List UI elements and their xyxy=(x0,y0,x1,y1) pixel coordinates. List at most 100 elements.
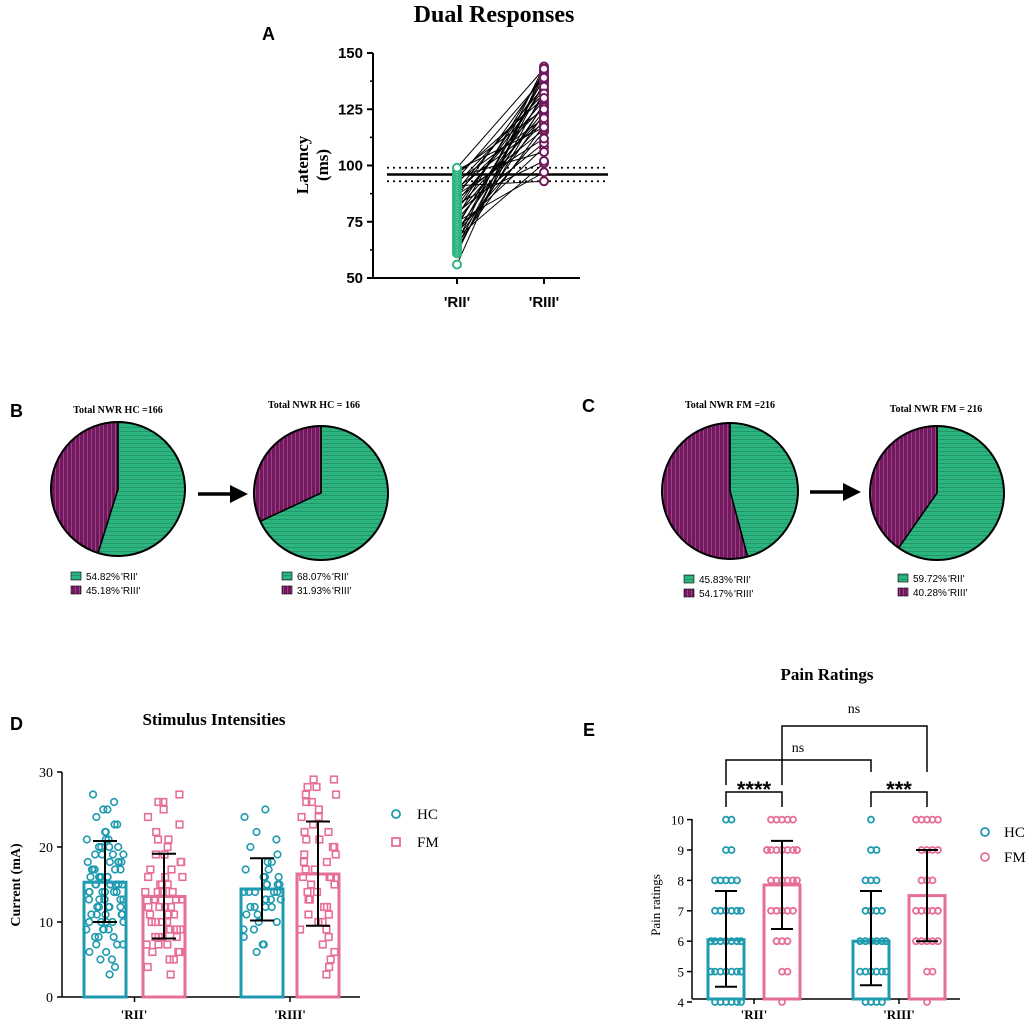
e-ytick-label: 10 xyxy=(671,813,684,828)
pie-b1-outline xyxy=(50,421,186,557)
e-ytick-label: 8 xyxy=(678,873,685,888)
a-point-riii xyxy=(539,147,549,157)
e-point-fm xyxy=(778,998,786,1006)
d-point-fm xyxy=(158,887,167,897)
e-point-hc xyxy=(711,906,719,915)
pie-b1-legend-riii-label: 'RIII' xyxy=(121,586,140,597)
pie-b1-legend: 54.82% 'RII' 45.18% 'RIII' xyxy=(70,571,140,597)
d-point-hc xyxy=(259,872,268,882)
d-point-fm xyxy=(167,865,176,874)
e-ytick-label: 4 xyxy=(678,995,685,1010)
e-point-hc xyxy=(861,906,870,915)
d-point-fm xyxy=(178,895,187,904)
d-point-fm xyxy=(142,940,151,949)
panel-a-paired-lines xyxy=(456,66,545,265)
d-point-hc xyxy=(96,955,105,964)
d-point-fm xyxy=(164,835,173,844)
panel-a: A Dual Responses Latency (ms) 50 75 100 125… xyxy=(262,2,608,311)
a-point-rii xyxy=(452,162,462,173)
panel-e-legend: HC FM xyxy=(980,825,1026,866)
d-point-fm xyxy=(151,895,160,904)
d-point-fm xyxy=(145,910,155,919)
panel-e-axes: 4 5 6 7 8 9 10 xyxy=(671,813,960,1010)
d-point-hc xyxy=(117,857,126,867)
d-point-fm xyxy=(168,887,177,897)
d-point-fm xyxy=(175,820,184,829)
d-point-hc xyxy=(105,842,114,852)
sig-bracket-hc xyxy=(725,759,872,785)
d-point-fm xyxy=(306,880,316,889)
legend-hc-marker xyxy=(391,809,401,819)
e-point-hc xyxy=(856,967,864,976)
a-point-riii xyxy=(539,63,549,74)
d-point-hc xyxy=(258,940,267,949)
d-point-hc xyxy=(101,827,110,837)
d-point-fm xyxy=(155,902,164,912)
d-point-hc xyxy=(240,812,249,822)
e-point-hc xyxy=(861,876,870,885)
e-point-hc xyxy=(707,937,715,946)
a-point-riii xyxy=(539,113,549,124)
a-ytick-label: 150 xyxy=(338,45,363,62)
d-point-fm xyxy=(141,887,150,897)
d-point-fm xyxy=(303,782,312,792)
pie-c2-title: Total NWR FM = 216 xyxy=(890,404,983,415)
d-point-fm xyxy=(315,835,324,844)
panel-a-label: A xyxy=(262,24,275,44)
e-point-hc xyxy=(878,937,886,946)
d-point-hc xyxy=(94,842,104,852)
a-ytick-label: 100 xyxy=(338,158,363,175)
d-point-fm xyxy=(307,797,316,807)
legend-swatch-rii xyxy=(70,571,82,581)
a-point-riii xyxy=(539,104,549,115)
d-point-fm xyxy=(304,910,313,919)
d-point-hc xyxy=(118,910,127,919)
d-point-hc xyxy=(119,917,128,927)
d-point-hc xyxy=(250,902,259,912)
d-point-hc xyxy=(272,917,281,927)
d-point-fm xyxy=(301,790,310,799)
e-point-hc xyxy=(733,967,741,976)
e-point-fm xyxy=(767,846,775,854)
d-point-fm xyxy=(324,962,334,972)
e-ytick-label: 6 xyxy=(678,934,685,949)
panel-d-ylabel: Current (mA) xyxy=(9,843,24,927)
d-ytick-label: 30 xyxy=(39,766,53,781)
e-point-fm xyxy=(789,815,797,824)
pie-b2-legend-riii-pct: 31.93% xyxy=(297,586,331,597)
e-point-hc xyxy=(733,876,741,885)
pie-c1-legend-rii-pct: 45.83% xyxy=(699,575,733,586)
e-point-hc xyxy=(733,937,741,946)
legend-fm-marker xyxy=(980,852,990,862)
d-point-hc xyxy=(266,895,275,904)
panel-e-legend-fm: FM xyxy=(1004,850,1026,866)
panel-d-label: D xyxy=(10,714,23,734)
arrow-b xyxy=(198,485,248,503)
d-point-fm xyxy=(153,835,163,844)
legend-swatch-rii xyxy=(281,571,293,581)
d-point-hc xyxy=(95,895,104,904)
panel-a-xtick-riii: 'RIII' xyxy=(529,294,559,311)
d-point-fm xyxy=(320,902,329,912)
panel-d-points xyxy=(82,775,341,979)
d-point-fm xyxy=(153,887,162,897)
panel-d-axes: 0 10 20 30 xyxy=(39,766,360,1006)
panel-d-xtick-riii: 'RIII' xyxy=(274,1007,306,1022)
d-point-hc xyxy=(114,842,123,852)
pie-c2-legend-riii-label: 'RIII' xyxy=(948,588,967,599)
d-point-fm xyxy=(159,797,168,807)
e-point-fm xyxy=(767,815,775,824)
d-point-fm xyxy=(324,827,333,837)
e-point-fm xyxy=(789,906,797,915)
e-point-hc xyxy=(861,998,870,1006)
d-point-fm xyxy=(157,880,167,889)
a-pair-line xyxy=(456,117,545,182)
d-point-hc xyxy=(261,805,270,814)
d-point-hc xyxy=(111,880,120,889)
d-point-hc xyxy=(90,850,100,859)
d-ytick-label: 0 xyxy=(46,991,53,1006)
d-point-hc xyxy=(110,962,120,972)
sig-label-riii: *** xyxy=(886,777,912,802)
d-point-fm xyxy=(172,932,181,942)
d-point-fm xyxy=(165,955,174,964)
